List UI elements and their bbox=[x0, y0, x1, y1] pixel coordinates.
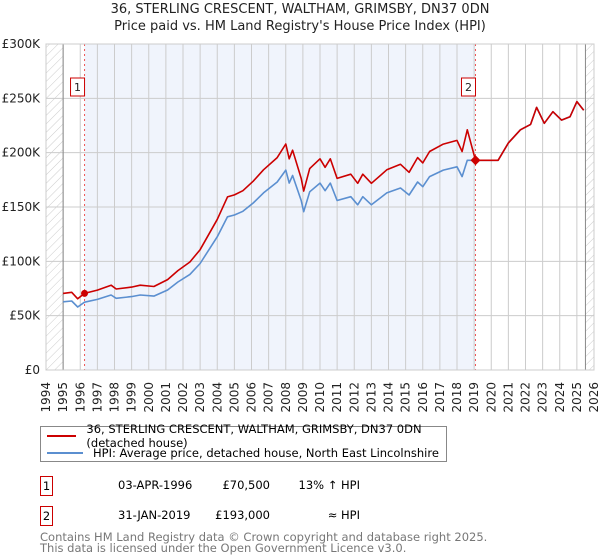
transaction-price: £70,500 bbox=[222, 478, 270, 492]
footer-copyright: Contains HM Land Registry data © Crown c… bbox=[40, 530, 488, 544]
y-tick-label: £250K bbox=[2, 91, 42, 105]
x-tick-label: 1996 bbox=[73, 382, 87, 413]
x-tick-label: 2025 bbox=[570, 382, 584, 413]
transaction-number: 1 bbox=[40, 476, 53, 496]
x-tick-label: 2010 bbox=[313, 382, 327, 413]
y-tick-label: £200K bbox=[2, 146, 42, 160]
y-tick-label: £100K bbox=[2, 254, 42, 268]
transaction-hpi-relation: 13% ↑ HPI bbox=[298, 478, 360, 492]
x-tick-label: 2015 bbox=[399, 382, 413, 413]
x-tick-label: 2008 bbox=[279, 382, 293, 413]
chart-title-line2: Price paid vs. HM Land Registry's House … bbox=[114, 19, 486, 34]
legend-label-property: 36, STERLING CRESCENT, WALTHAM, GRIMSBY,… bbox=[86, 422, 422, 450]
sale-point bbox=[81, 289, 89, 297]
x-tick-label: 2007 bbox=[262, 382, 276, 413]
footer-licence: This data is licensed under the Open Gov… bbox=[40, 541, 407, 555]
x-tick-label: 2014 bbox=[382, 382, 396, 413]
y-tick-label: £150K bbox=[2, 200, 42, 214]
sale-label: 1 bbox=[74, 81, 81, 94]
sale-label-box bbox=[70, 77, 86, 97]
legend-item-hpi: HPI: Average price, detached house, Nort… bbox=[47, 445, 439, 461]
transaction-number: 2 bbox=[40, 506, 53, 526]
sale-label: 2 bbox=[465, 81, 472, 94]
x-tick-label: 2004 bbox=[210, 382, 224, 413]
x-tick-label: 1994 bbox=[39, 382, 53, 413]
x-tick-label: 1997 bbox=[90, 382, 104, 413]
x-tick-label: 2020 bbox=[484, 382, 498, 413]
transaction-hpi-relation: ≈ HPI bbox=[327, 508, 360, 522]
x-tick-label: 2013 bbox=[364, 382, 378, 413]
x-tick-label: 2021 bbox=[501, 382, 515, 413]
transaction-row: 1 03-APR-1996 £70,500 13% ↑ HPI bbox=[40, 476, 440, 496]
x-tick-label: 2026 bbox=[587, 382, 600, 413]
sale-label-box bbox=[460, 77, 476, 97]
x-tick-label: 2003 bbox=[193, 382, 207, 413]
y-tick-label: £50K bbox=[9, 309, 41, 323]
plot-frame bbox=[45, 43, 595, 371]
x-tick-label: 2023 bbox=[536, 382, 550, 413]
x-tick-label: 2001 bbox=[159, 382, 173, 413]
x-tick-label: 1999 bbox=[125, 382, 139, 413]
legend-label-hpi: HPI: Average price, detached house, Nort… bbox=[93, 446, 439, 460]
x-tick-label: 2012 bbox=[347, 382, 361, 413]
transaction-date: 31-JAN-2019 bbox=[118, 508, 191, 522]
x-tick-label: 2006 bbox=[245, 382, 259, 413]
transaction-date: 03-APR-1996 bbox=[118, 478, 193, 492]
x-tick-label: 2005 bbox=[227, 382, 241, 413]
y-tick-label: £300K bbox=[2, 37, 42, 51]
price-chart: 1994 1995 1996 1997 1998 1999 2000 2001 2002 2003… bbox=[2, 37, 600, 413]
chart-title-line1: 36, STERLING CRESCENT, WALTHAM, GRIMSBY,… bbox=[110, 2, 490, 17]
x-tick-label: 2022 bbox=[519, 382, 533, 413]
legend-item-property: 36, STERLING CRESCENT, WALTHAM, GRIMSBY,… bbox=[47, 422, 446, 450]
x-tick-label: 2018 bbox=[450, 382, 464, 413]
sale-point bbox=[470, 155, 481, 166]
transaction-row: 2 31-JAN-2019 £193,000 ≈ HPI bbox=[40, 506, 440, 526]
transaction-price: £193,000 bbox=[215, 508, 270, 522]
x-tick-label: 2024 bbox=[553, 382, 567, 413]
x-tick-label: 1995 bbox=[56, 382, 70, 413]
property-line-swatch bbox=[47, 435, 77, 437]
x-tick-label: 2000 bbox=[142, 382, 156, 413]
x-tick-label: 2011 bbox=[330, 382, 344, 413]
x-tick-label: 2016 bbox=[416, 382, 430, 413]
x-tick-label: 2009 bbox=[296, 382, 310, 413]
x-tick-label: 2017 bbox=[433, 382, 447, 413]
legend: 36, STERLING CRESCENT, WALTHAM, GRIMSBY,… bbox=[40, 422, 447, 462]
hpi-line-swatch bbox=[47, 452, 83, 454]
x-tick-label: 1998 bbox=[108, 382, 122, 413]
y-tick-label: £0 bbox=[25, 363, 40, 377]
property-series-line bbox=[62, 100, 585, 300]
x-tick-label: 2002 bbox=[176, 382, 190, 413]
x-tick-label: 2019 bbox=[467, 382, 481, 413]
